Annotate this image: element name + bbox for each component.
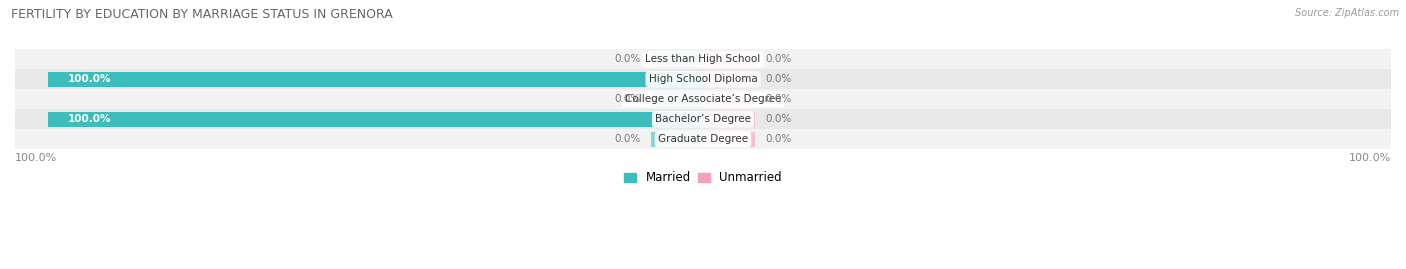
Text: 0.0%: 0.0% — [614, 134, 641, 144]
Bar — [703, 52, 755, 66]
Text: 100.0%: 100.0% — [1348, 153, 1391, 163]
Text: 0.0%: 0.0% — [765, 134, 792, 144]
Text: College or Associate’s Degree: College or Associate’s Degree — [624, 94, 782, 104]
Bar — [651, 132, 703, 147]
Bar — [0, 89, 1406, 109]
Bar — [0, 129, 1406, 149]
Text: 0.0%: 0.0% — [614, 94, 641, 104]
Text: 0.0%: 0.0% — [765, 54, 792, 64]
Text: 0.0%: 0.0% — [765, 74, 792, 84]
Bar — [0, 69, 1406, 89]
Text: 0.0%: 0.0% — [765, 114, 792, 124]
Bar — [703, 132, 755, 147]
Text: 0.0%: 0.0% — [614, 54, 641, 64]
Bar — [703, 112, 755, 126]
Bar — [0, 49, 1406, 69]
Text: High School Diploma: High School Diploma — [648, 74, 758, 84]
Bar — [703, 92, 755, 107]
Text: 0.0%: 0.0% — [765, 94, 792, 104]
Text: 100.0%: 100.0% — [67, 114, 111, 124]
Text: Less than High School: Less than High School — [645, 54, 761, 64]
Legend: Married, Unmarried: Married, Unmarried — [620, 167, 786, 189]
Text: FERTILITY BY EDUCATION BY MARRIAGE STATUS IN GRENORA: FERTILITY BY EDUCATION BY MARRIAGE STATU… — [11, 8, 394, 21]
Bar — [48, 72, 703, 87]
Text: Source: ZipAtlas.com: Source: ZipAtlas.com — [1295, 8, 1399, 18]
Text: Bachelor’s Degree: Bachelor’s Degree — [655, 114, 751, 124]
Bar — [48, 112, 703, 126]
Text: Graduate Degree: Graduate Degree — [658, 134, 748, 144]
Text: 100.0%: 100.0% — [15, 153, 58, 163]
Bar — [703, 72, 755, 87]
Bar — [0, 109, 1406, 129]
Bar — [651, 52, 703, 66]
Bar — [651, 92, 703, 107]
Text: 100.0%: 100.0% — [67, 74, 111, 84]
